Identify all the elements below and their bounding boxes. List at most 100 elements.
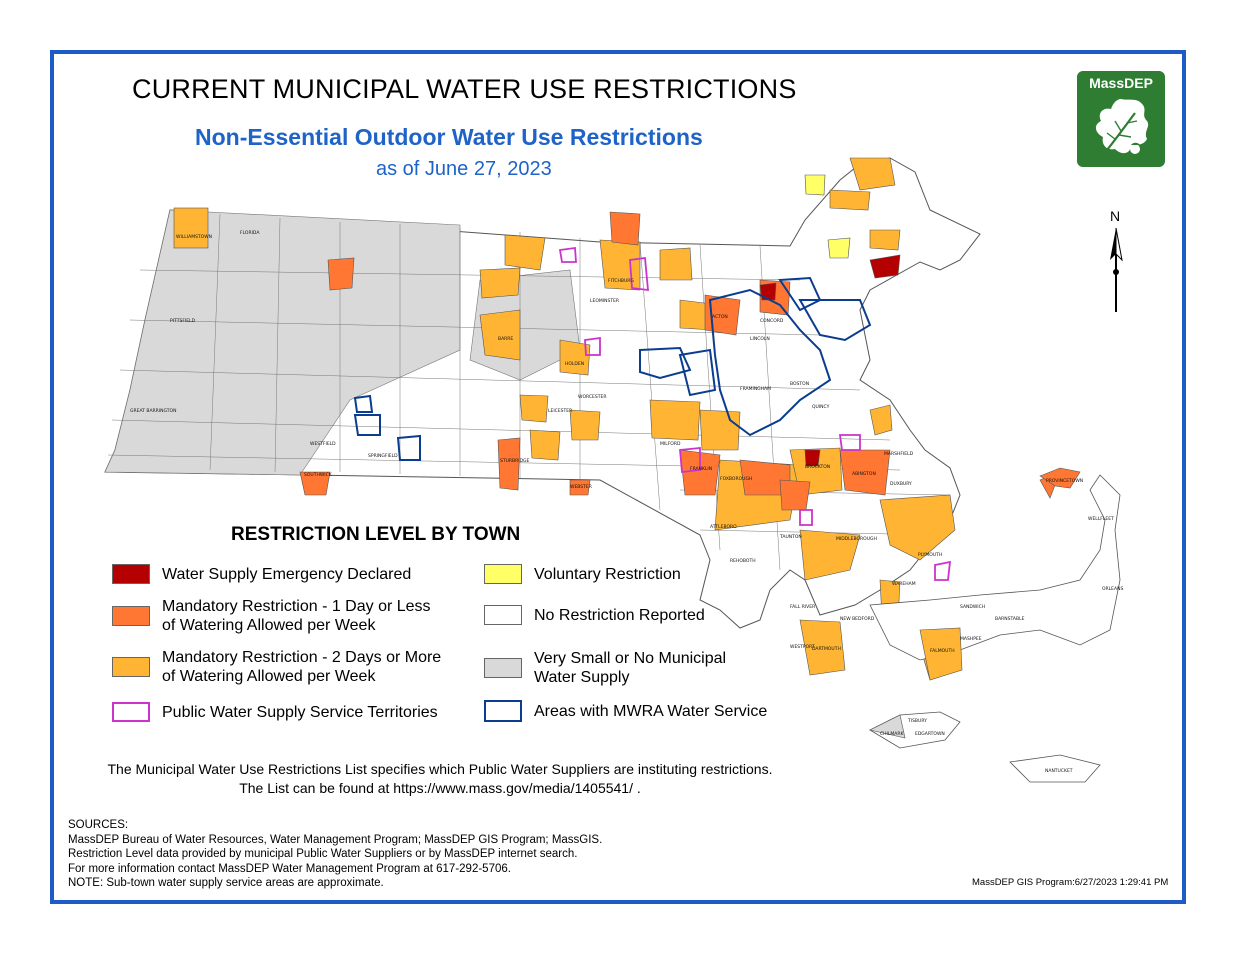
legend-swatch-emergency — [112, 564, 150, 584]
sources-block: SOURCES: MassDEP Bureau of Water Resourc… — [68, 818, 602, 891]
town-label: FRANKLIN — [690, 466, 712, 472]
sources-line: NOTE: Sub-town water supply service area… — [68, 877, 384, 889]
town-label: FLORIDA — [240, 230, 260, 236]
town-label: CHILMARK — [880, 731, 904, 737]
legend-label-line1: Mandatory Restriction - 2 Days or More — [162, 649, 442, 666]
legend-swatch-mwra — [484, 700, 522, 722]
town-label: TAUNTON — [779, 534, 802, 540]
legend-title: RESTRICTION LEVEL BY TOWN — [231, 524, 521, 545]
nantucket — [1009, 754, 1101, 783]
service-territories — [558, 246, 952, 581]
mwra-service-areas — [353, 276, 872, 461]
legend-item-mwra: Areas with MWRA Water Service — [484, 700, 767, 722]
town-label: WILLIAMSTOWN — [176, 234, 212, 240]
town-label: ATTLEBORO — [710, 524, 737, 530]
town-label: BOSTON — [790, 381, 809, 387]
legend-label-line1: Very Small or No Municipal — [534, 650, 727, 667]
town-label: MILFORD — [660, 441, 681, 447]
town-label: CONCORD — [760, 318, 784, 324]
legend-swatch-no-restriction — [484, 605, 522, 625]
town-label: LEOMINSTER — [590, 298, 619, 304]
legend-label: Voluntary Restriction — [534, 565, 681, 583]
legend-label: Public Water Supply Service Territories — [162, 703, 438, 721]
town-label: FITCHBURG — [608, 278, 634, 284]
legend-label: Mandatory Restriction - 2 Days or More o… — [162, 648, 441, 686]
massachusetts-map: WILLIAMSTOWN FLORIDA PITTSFIELD GREAT BA… — [104, 157, 1123, 783]
town-label: FRAMINGHAM — [740, 386, 771, 392]
town-label: HOLDEN — [565, 361, 584, 367]
town-label: FOXBOROUGH — [720, 476, 752, 482]
town-label: WORCESTER — [578, 394, 606, 400]
legend-label: Areas with MWRA Water Service — [534, 702, 768, 720]
legend-label: No Restriction Reported — [534, 606, 705, 624]
town-label: PLYMOUTH — [918, 552, 942, 558]
legend-swatch-mandatory-2day — [112, 657, 150, 677]
logo-text: MassDEP — [1089, 75, 1153, 91]
cape-cod — [869, 474, 1121, 661]
town-label: BROCKTON — [805, 464, 830, 470]
as-of-date: as of June 27, 2023 — [376, 158, 552, 180]
north-label: N — [1110, 208, 1121, 224]
town-label: MIDDLEBOROUGH — [836, 536, 877, 542]
town-label: SANDWICH — [960, 604, 985, 610]
town-label: REHOBOTH — [730, 558, 756, 564]
provincetown — [1039, 467, 1081, 489]
town-labels: WILLIAMSTOWN FLORIDA PITTSFIELD GREAT BA… — [130, 230, 1123, 774]
sources-line: Restriction Level data provided by munic… — [68, 848, 578, 860]
legend-item-service-territory: Public Water Supply Service Territories — [112, 702, 438, 722]
note-line-2: The List can be found at https://www.mas… — [239, 780, 641, 796]
town-label: WEBSTER — [570, 484, 592, 490]
map-subtitle: Non-Essential Outdoor Water Use Restrict… — [195, 124, 703, 150]
sources-line: For more information contact MassDEP Wat… — [68, 862, 511, 875]
town-label: SOUTHWICK — [304, 472, 333, 478]
legend-swatch-mandatory-1day — [112, 606, 150, 626]
legend-item-mandatory-2day: Mandatory Restriction - 2 Days or More o… — [112, 648, 441, 686]
town-label: DUXBURY — [890, 481, 912, 487]
town-label: NANTUCKET — [1045, 768, 1073, 774]
legend-item-no-restriction: No Restriction Reported — [484, 605, 705, 625]
town-label: DARTMOUTH — [812, 646, 841, 652]
voluntary-towns — [804, 174, 851, 259]
legend-item-small-supply: Very Small or No Municipal Water Supply — [484, 649, 726, 687]
town-label: BARNSTABLE — [995, 616, 1025, 622]
town-label: ORLEANS — [1102, 586, 1123, 592]
legend-label-line2: of Watering Allowed per Week — [162, 668, 376, 685]
town-label: WELLFLEET — [1088, 516, 1114, 522]
town-label: TISBURY — [907, 718, 927, 724]
map-title: CURRENT MUNICIPAL WATER USE RESTRICTIONS — [132, 74, 797, 104]
gis-timestamp: MassDEP GIS Program:6/27/2023 1:29:41 PM — [972, 877, 1169, 888]
town-label: QUINCY — [812, 404, 830, 410]
town-label: LEICESTER — [548, 408, 572, 414]
town-label: BARRE — [498, 336, 513, 342]
legend-item-voluntary: Voluntary Restriction — [484, 564, 681, 584]
sources-line: MassDEP Bureau of Water Resources, Water… — [68, 833, 603, 846]
sources-heading: SOURCES: — [68, 819, 129, 831]
town-label: STURBRIDGE — [500, 458, 530, 464]
town-label: MASHPEE — [960, 636, 982, 642]
town-label: ABINGTON — [852, 471, 876, 477]
legend-label-line2: Water Supply — [534, 669, 630, 686]
chilmark-gray — [869, 714, 906, 739]
legend-item-emergency: Water Supply Emergency Declared — [112, 564, 411, 584]
legend-item-mandatory-1day: Mandatory Restriction - 1 Day or Less of… — [112, 597, 431, 635]
town-label: PITTSFIELD — [170, 318, 196, 324]
town-label: FALL RIVER — [790, 604, 815, 610]
town-label: WAREHAM — [892, 581, 916, 587]
town-label: GREAT BARRINGTON — [130, 408, 176, 414]
town-label: MARSHFIELD — [884, 451, 914, 457]
town-label: PROVINCETOWN — [1046, 478, 1083, 484]
legend-swatch-voluntary — [484, 564, 522, 584]
legend-swatch-small-supply — [484, 658, 522, 678]
legend-label: Mandatory Restriction - 1 Day or Less of… — [162, 597, 431, 635]
legend-swatch-service-territory — [112, 702, 150, 722]
town-label: SPRINGFIELD — [368, 453, 398, 459]
town-label: FALMOUTH — [930, 648, 955, 654]
town-label: EDGARTOWN — [915, 731, 945, 737]
town-label: ACTON — [712, 314, 728, 320]
north-arrow-icon — [1110, 227, 1123, 312]
legend-label-line1: Mandatory Restriction - 1 Day or Less — [162, 598, 431, 615]
massdep-logo: MassDEP — [1077, 71, 1165, 167]
town-label: NEW BEDFORD — [840, 616, 875, 622]
falmouth — [919, 627, 963, 681]
town-label: LINCOLN — [750, 336, 770, 342]
